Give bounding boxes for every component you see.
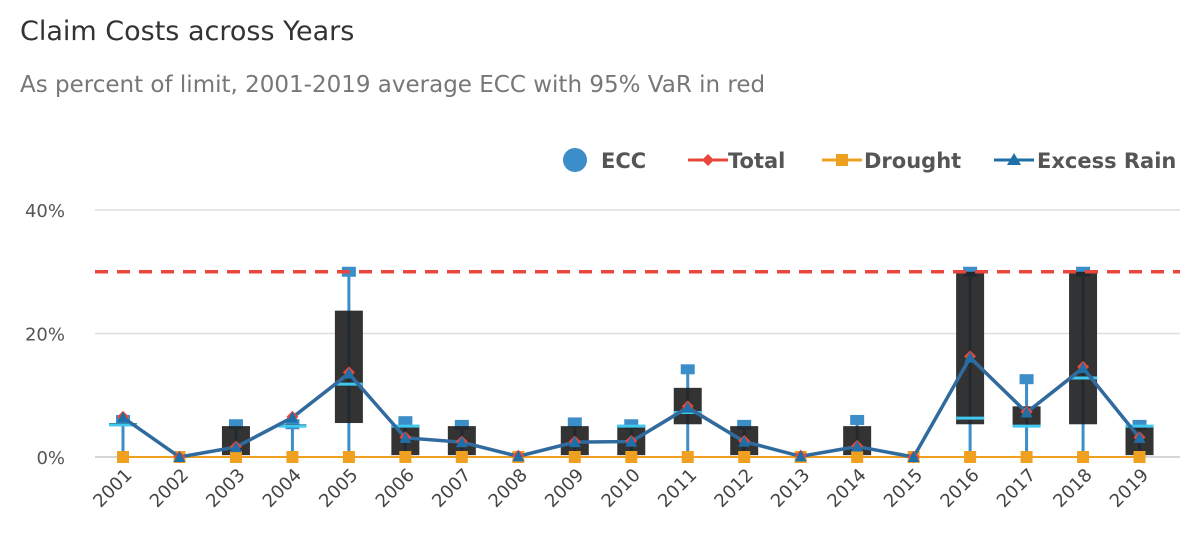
drought-point-2010: [625, 451, 638, 463]
excess-rain-point-2003: [229, 441, 242, 453]
excess-rain-point-2006: [399, 431, 412, 443]
box-whisker-cap: [680, 364, 695, 375]
y-tick-label: 0%: [36, 448, 65, 469]
excess-rain-point-2019: [1133, 431, 1146, 443]
box-whisker-cap: [1019, 374, 1034, 385]
excess-rain-point-2016: [964, 351, 977, 363]
x-tick-label: 2018: [1049, 465, 1096, 512]
box-body: [1069, 271, 1098, 425]
x-tick-label: 2017: [993, 465, 1040, 512]
excess-rain-point-2017: [1020, 406, 1033, 418]
chart-subtitle: As percent of limit, 2001-2019 average E…: [20, 72, 766, 98]
chart-title: Claim Costs across Years: [20, 16, 355, 47]
legend-diamond-marker: [702, 154, 714, 166]
excess-rain-point-2001: [117, 411, 129, 423]
x-tick-label: 2007: [428, 465, 475, 512]
box-2018: [1069, 266, 1098, 457]
x-tick-label: 2001: [89, 465, 136, 512]
drought-point-2004: [286, 451, 299, 463]
legend-label: ECC: [601, 149, 646, 173]
box-whisker-cap: [624, 419, 639, 430]
excess-rain-point-2002: [173, 451, 186, 462]
x-tick-label: 2012: [711, 465, 758, 512]
excess-rain-point-2005: [342, 367, 355, 379]
excess-rain-point-2014: [851, 440, 864, 452]
excess-rain-point-2009: [568, 436, 581, 448]
excess-rain-point-2007: [455, 436, 468, 448]
drought-point-2014: [851, 451, 864, 463]
y-tick-label: 20%: [25, 325, 65, 346]
box-2016: [956, 266, 985, 457]
box-2011: [673, 364, 702, 457]
x-tick-label: 2009: [541, 465, 588, 512]
legend-item-drought: Drought: [822, 149, 961, 173]
legend: ECC Total Drought Excess Rain: [563, 148, 1176, 173]
x-tick-label: 2004: [259, 465, 306, 512]
excess-rain-point-2012: [738, 435, 751, 447]
drought-point-2006: [399, 451, 412, 463]
drought-point-2019: [1133, 451, 1146, 463]
legend-label: Drought: [864, 149, 961, 173]
box-whisker-cap: [398, 416, 413, 427]
x-tick-label: 2019: [1106, 465, 1153, 512]
excess-rain-point-2018: [1077, 362, 1090, 374]
drought-point-2016: [964, 451, 977, 463]
drought-point-2009: [568, 451, 581, 463]
excess-rain-point-2010: [625, 435, 638, 447]
excess-rain-point-2011: [681, 401, 694, 413]
x-tick-label: 2010: [598, 465, 645, 512]
x-tick-label: 2013: [767, 465, 814, 512]
legend-triangle-marker: [1007, 153, 1021, 165]
x-tick-label: 2003: [202, 465, 249, 512]
legend-item-total: Total: [688, 149, 785, 173]
x-tick-label: 2016: [936, 465, 983, 512]
box-whisker-cap: [850, 414, 865, 425]
box-whisker-cap: [454, 419, 469, 430]
drought-point-2011: [681, 451, 694, 463]
drought-series: [117, 451, 1146, 463]
x-tick-label: 2014: [823, 465, 870, 512]
y-axis-ticks: 0% 20% 40%: [25, 201, 65, 469]
drought-point-2001: [117, 451, 129, 463]
x-tick-label: 2005: [315, 465, 362, 512]
drought-point-2018: [1077, 451, 1090, 463]
legend-ecc-marker: [563, 148, 587, 172]
line-series: [117, 350, 1146, 463]
excess-rain-point-2013: [794, 450, 807, 462]
legend-item-excess-rain: Excess Rain: [994, 149, 1176, 173]
box-whisker-cap: [228, 419, 243, 430]
x-tick-label: 2015: [880, 465, 927, 512]
box-series: [109, 266, 1154, 457]
drought-point-2003: [229, 451, 242, 463]
drought-point-2017: [1020, 451, 1033, 463]
box-whisker-cap: [737, 419, 752, 430]
legend-label: Total: [728, 149, 785, 173]
x-tick-label: 2006: [372, 465, 419, 512]
drought-point-2005: [342, 451, 355, 463]
box-whisker-cap: [567, 417, 582, 428]
drought-point-2007: [455, 451, 468, 463]
y-tick-label: 40%: [25, 201, 65, 222]
x-tick-label: 2011: [654, 465, 701, 512]
x-tick-label: 2008: [485, 465, 532, 512]
box-2005: [334, 266, 363, 457]
x-tick-label: 2002: [146, 465, 193, 512]
drought-point-2012: [738, 451, 751, 463]
box-body: [956, 271, 985, 425]
excess-rain-point-2008: [512, 450, 525, 462]
legend-square-marker: [836, 154, 848, 166]
x-axis-ticks: 2001 2002 2003 2004 2005 2006 2007 2008 2009 2010…: [89, 465, 1153, 512]
legend-item-ecc: ECC: [563, 148, 646, 173]
excess-rain-point-2015: [907, 451, 920, 462]
excess-rain-point-2004: [286, 411, 299, 423]
legend-label: Excess Rain: [1037, 149, 1176, 173]
